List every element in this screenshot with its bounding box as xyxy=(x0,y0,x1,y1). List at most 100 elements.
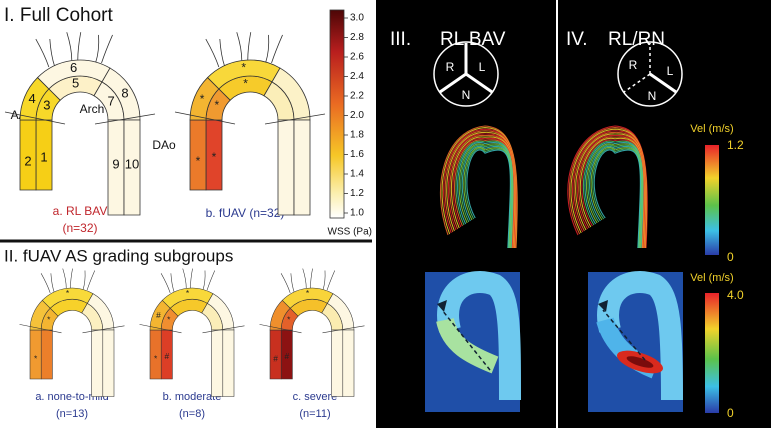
branch-vessel xyxy=(82,270,96,291)
segment-number: 6 xyxy=(70,60,77,75)
valve-label: L xyxy=(667,64,674,78)
branch-vessel xyxy=(62,268,73,289)
segment-number: 7 xyxy=(108,93,115,108)
arch-segment xyxy=(211,329,224,397)
mri-image xyxy=(425,271,521,412)
branch-vessel xyxy=(205,38,226,68)
significance-mark: * xyxy=(66,288,70,298)
colorbar-tick-label: 2.2 xyxy=(350,91,364,102)
arch-segment xyxy=(331,329,344,397)
arch-segment xyxy=(277,119,295,216)
branch-vessel xyxy=(35,38,56,68)
colorbar-tick-label: 1.0 xyxy=(350,208,364,219)
streamline xyxy=(441,127,518,249)
valve-label: N xyxy=(648,89,657,103)
arch-label: b. moderate xyxy=(163,391,222,403)
streamline xyxy=(447,133,516,249)
segment-number: 3 xyxy=(43,97,50,112)
significance-mark: * xyxy=(154,354,158,364)
significance-mark: * xyxy=(212,150,217,164)
aortic-arch: ****** xyxy=(174,32,326,216)
aortic-arch: # * * # * xyxy=(139,268,245,397)
colorbar-min: 0 xyxy=(727,250,734,264)
streamline xyxy=(443,128,517,249)
mri-image xyxy=(588,271,683,412)
arch-count: (n=13) xyxy=(56,408,88,420)
streamline xyxy=(439,125,518,249)
segment-number: 8 xyxy=(121,85,128,100)
arch-label: b. fUAV (n=32) xyxy=(206,206,285,220)
branch-vessel xyxy=(236,32,252,61)
branch-vessel xyxy=(280,273,295,294)
arch-segment xyxy=(293,119,311,216)
colorbar-tick-label: 3.0 xyxy=(350,13,364,24)
significance-mark: * xyxy=(287,314,291,324)
region-label: Arch xyxy=(80,102,105,116)
significance-mark: * xyxy=(306,288,310,298)
colorbar-label: WSS (Pa) xyxy=(328,227,372,238)
region-label: DAo xyxy=(152,138,176,152)
significance-mark: * xyxy=(243,76,248,90)
cut-line xyxy=(19,324,62,334)
branch-vessel xyxy=(202,270,216,291)
panel-subtitle: RL/RN xyxy=(608,29,665,50)
aortic-arch: # # * * xyxy=(259,268,365,397)
wss-colorbar xyxy=(329,9,345,219)
cut-line xyxy=(94,113,156,125)
significance-mark: # xyxy=(273,354,278,364)
aortic-arch: * * * xyxy=(19,268,125,397)
streamline xyxy=(573,131,647,249)
cut-line xyxy=(322,325,365,334)
branch-vessel xyxy=(302,268,313,289)
streamline xyxy=(570,128,647,249)
streamline xyxy=(446,131,517,249)
colorbar-tick-label: 1.6 xyxy=(350,149,364,160)
significance-mark: * xyxy=(34,354,38,364)
branch-vessel xyxy=(182,268,193,289)
arch-segment xyxy=(222,329,235,397)
cut-line xyxy=(264,113,326,125)
segment-number: 2 xyxy=(24,153,31,168)
valve-label: R xyxy=(629,58,638,72)
arch-count: (n=11) xyxy=(299,408,330,420)
branch-vessel xyxy=(66,32,82,61)
significance-mark: * xyxy=(167,314,171,324)
arch-segment xyxy=(123,119,141,216)
panel-title: I. Full Cohort xyxy=(4,5,113,26)
colorbar-tick-label: 1.8 xyxy=(350,130,364,141)
significance-mark: * xyxy=(200,92,205,106)
streamline xyxy=(444,130,517,249)
cut-line xyxy=(4,111,66,125)
significance-mark: # xyxy=(284,351,289,361)
branch-vessel xyxy=(322,270,336,291)
cut-line xyxy=(174,111,236,125)
colorbar-tick-label: 1.2 xyxy=(350,188,364,199)
velocity-colorbar xyxy=(705,145,719,255)
valve-diagram xyxy=(433,41,499,107)
colorbar-label: Vel (m/s) xyxy=(690,123,733,135)
valve-label: N xyxy=(462,88,471,102)
branch-vessel xyxy=(40,273,55,294)
panel-title: II. fUAV AS grading subgroups xyxy=(4,246,233,265)
significance-mark: # xyxy=(164,351,169,361)
colorbar-max: 1.2 xyxy=(727,138,744,152)
branch-vessel xyxy=(160,273,175,294)
significance-mark: * xyxy=(196,154,201,168)
segment-number: 1 xyxy=(40,149,47,164)
colorbar-tick-label: 1.4 xyxy=(350,169,364,180)
colorbar-label: Vel (m/s) xyxy=(690,272,733,284)
valve-label: L xyxy=(479,60,486,74)
significance-mark: * xyxy=(186,288,190,298)
streamline xyxy=(571,130,647,249)
streamline xyxy=(567,125,648,249)
colorbar-tick-label: 2.6 xyxy=(350,52,364,63)
streamline xyxy=(466,149,511,249)
colorbar-tick-label: 2.4 xyxy=(350,71,364,82)
streamline xyxy=(568,127,648,249)
panel-subtitle: RL BAV xyxy=(440,29,506,50)
arch-segment xyxy=(40,329,53,380)
arch-label: a. RL BAV xyxy=(53,204,108,218)
streamline xyxy=(575,133,646,249)
segment-number: 9 xyxy=(112,156,119,171)
